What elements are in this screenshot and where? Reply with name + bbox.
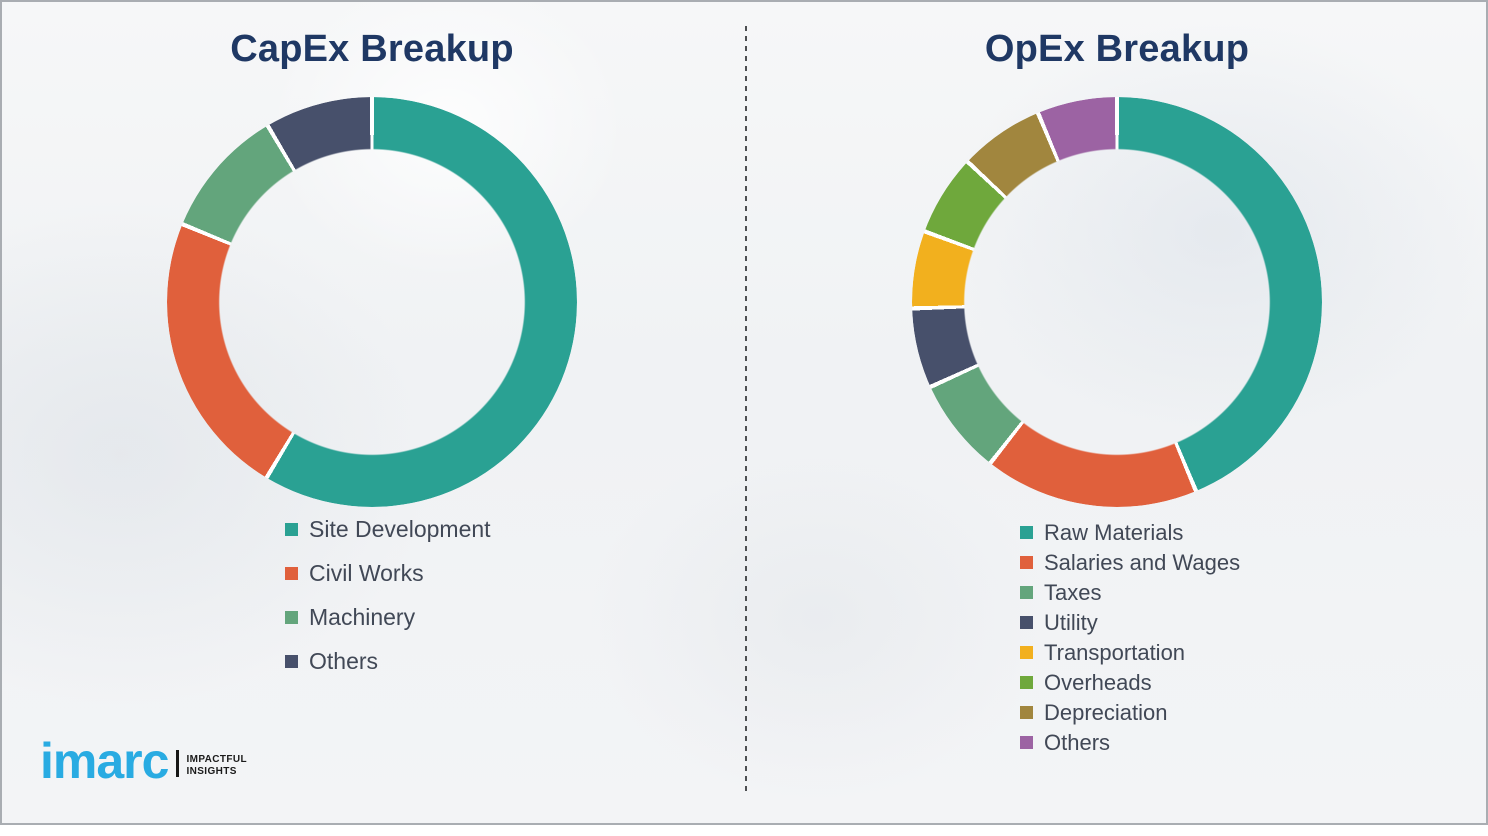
- legend-item: Transportation: [1020, 639, 1240, 666]
- legend-item: Overheads: [1020, 669, 1240, 696]
- legend-swatch: [1020, 646, 1033, 659]
- legend-label: Raw Materials: [1044, 520, 1184, 545]
- capex-chart-title: CapEx Breakup: [230, 28, 514, 70]
- legend-item: Utility: [1020, 609, 1240, 636]
- legend-swatch: [1020, 736, 1033, 749]
- legend-item: Depreciation: [1020, 699, 1240, 726]
- legend-swatch: [1020, 676, 1033, 689]
- opex-chart-title: OpEx Breakup: [984, 28, 1250, 70]
- imarc-logo-tagline: Impactful Insights: [186, 754, 247, 784]
- legend-label: Transportation: [1044, 640, 1186, 665]
- imarc-tagline-line2: Insights: [186, 766, 237, 777]
- legend-label: Overheads: [1044, 670, 1152, 695]
- imarc-logo-wordmark: imarc: [40, 733, 169, 789]
- legend-swatch: [1020, 526, 1033, 539]
- legend-item: Others: [1020, 729, 1240, 756]
- legend-label: Others: [309, 648, 379, 674]
- legend-swatch: [285, 655, 298, 668]
- legend-label: Civil Works: [309, 560, 424, 586]
- legend-item: Others: [285, 648, 491, 675]
- legend-label: Site Development: [309, 516, 491, 542]
- legend-swatch: [1020, 556, 1033, 569]
- legend-item: Taxes: [1020, 579, 1240, 606]
- dashed-divider: [745, 26, 747, 792]
- imarc-logo-divider-bar: [176, 750, 180, 777]
- legend-swatch: [285, 611, 298, 624]
- imarc-tagline-line1: Impactful: [186, 754, 248, 765]
- capex-legend: Site Development Civil Works Machinery Othe…: [285, 516, 491, 692]
- opex-legend: Raw Materials Salaries and Wages Taxes Util…: [1020, 519, 1240, 759]
- opex-donut-chart: [912, 97, 1322, 507]
- legend-item: Raw Materials: [1020, 519, 1240, 546]
- legend-swatch: [1020, 586, 1033, 599]
- legend-label: Others: [1044, 730, 1111, 755]
- legend-item: Site Development: [285, 516, 491, 543]
- legend-label: Taxes: [1044, 580, 1102, 605]
- legend-label: Machinery: [309, 604, 416, 630]
- legend-swatch: [1020, 616, 1033, 629]
- legend-label: Utility: [1044, 610, 1098, 635]
- imarc-logo: imarc Impactful Insights: [40, 733, 247, 789]
- legend-item: Salaries and Wages: [1020, 549, 1240, 576]
- legend-label: Depreciation: [1044, 700, 1168, 725]
- capex-donut-chart: [167, 97, 577, 507]
- legend-label: Salaries and Wages: [1044, 550, 1241, 575]
- legend-swatch: [1020, 706, 1033, 719]
- legend-swatch: [285, 567, 298, 580]
- legend-item: Civil Works: [285, 560, 491, 587]
- legend-item: Machinery: [285, 604, 491, 631]
- legend-swatch: [285, 523, 298, 536]
